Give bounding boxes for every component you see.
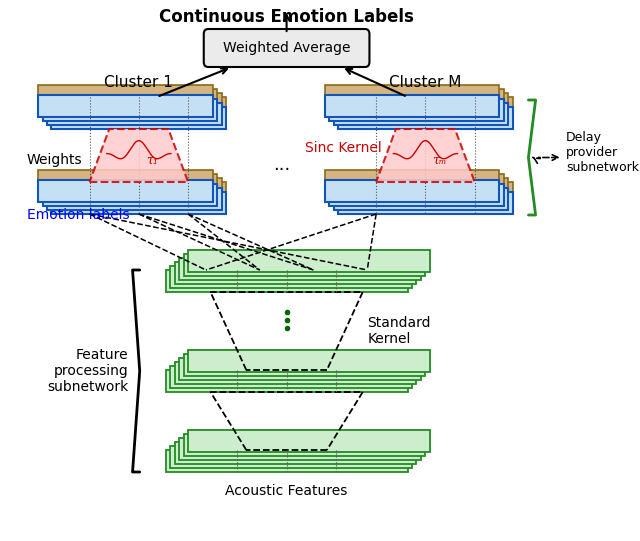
Bar xyxy=(188,430,430,452)
Bar xyxy=(333,93,508,107)
Bar xyxy=(51,107,226,129)
Polygon shape xyxy=(90,129,188,182)
Text: Cluster 1: Cluster 1 xyxy=(104,75,173,90)
Text: Weighted Average: Weighted Average xyxy=(223,41,350,55)
Bar xyxy=(38,180,212,202)
Bar xyxy=(42,174,217,188)
Bar xyxy=(324,85,499,99)
Bar xyxy=(42,99,217,121)
Polygon shape xyxy=(376,129,475,182)
Text: Feature
processing
subnetwork: Feature processing subnetwork xyxy=(47,348,128,394)
Bar xyxy=(166,370,408,392)
Bar xyxy=(175,262,417,284)
Bar xyxy=(329,174,504,188)
Bar xyxy=(175,362,417,384)
Bar xyxy=(51,97,226,111)
Text: Standard
Kernel: Standard Kernel xyxy=(367,316,431,346)
Bar xyxy=(324,180,499,202)
Text: Cluster M: Cluster M xyxy=(389,75,461,90)
Bar xyxy=(170,446,412,468)
Bar xyxy=(166,450,408,472)
Bar xyxy=(175,442,417,464)
Bar xyxy=(42,184,217,206)
Bar xyxy=(170,266,412,288)
Bar xyxy=(338,107,513,129)
Bar xyxy=(47,178,221,192)
Bar xyxy=(329,184,504,206)
Bar xyxy=(170,366,412,388)
Bar xyxy=(338,97,513,111)
Bar xyxy=(324,95,499,117)
Bar xyxy=(166,270,408,292)
Bar xyxy=(179,258,421,280)
Text: Emotion labels: Emotion labels xyxy=(27,208,129,222)
Bar xyxy=(184,354,426,376)
Bar xyxy=(324,170,499,184)
Bar xyxy=(179,438,421,460)
Text: Acoustic Features: Acoustic Features xyxy=(225,484,348,498)
Bar xyxy=(184,434,426,456)
Bar xyxy=(188,350,430,372)
Bar xyxy=(47,188,221,210)
Bar xyxy=(184,254,426,276)
Bar xyxy=(38,85,212,99)
Bar xyxy=(179,358,421,380)
Bar xyxy=(38,95,212,117)
Text: τ₁: τ₁ xyxy=(146,154,158,167)
Bar xyxy=(51,182,226,196)
Bar xyxy=(51,192,226,214)
Bar xyxy=(42,89,217,103)
Bar xyxy=(38,170,212,184)
Bar xyxy=(47,103,221,125)
Bar xyxy=(338,192,513,214)
Bar xyxy=(333,188,508,210)
Bar xyxy=(188,250,430,272)
Text: Delay
provider
subnetwork: Delay provider subnetwork xyxy=(566,131,639,174)
Text: Weights: Weights xyxy=(27,153,83,167)
Text: Continuous Emotion Labels: Continuous Emotion Labels xyxy=(159,8,414,26)
Bar xyxy=(329,89,504,103)
FancyBboxPatch shape xyxy=(204,29,369,67)
Bar xyxy=(333,178,508,192)
Text: ...: ... xyxy=(273,156,291,174)
Bar xyxy=(338,182,513,196)
Text: τₘ: τₘ xyxy=(433,154,447,167)
Bar xyxy=(333,103,508,125)
Text: Sinc Kernel: Sinc Kernel xyxy=(305,141,381,155)
Bar xyxy=(329,99,504,121)
Bar xyxy=(47,93,221,107)
